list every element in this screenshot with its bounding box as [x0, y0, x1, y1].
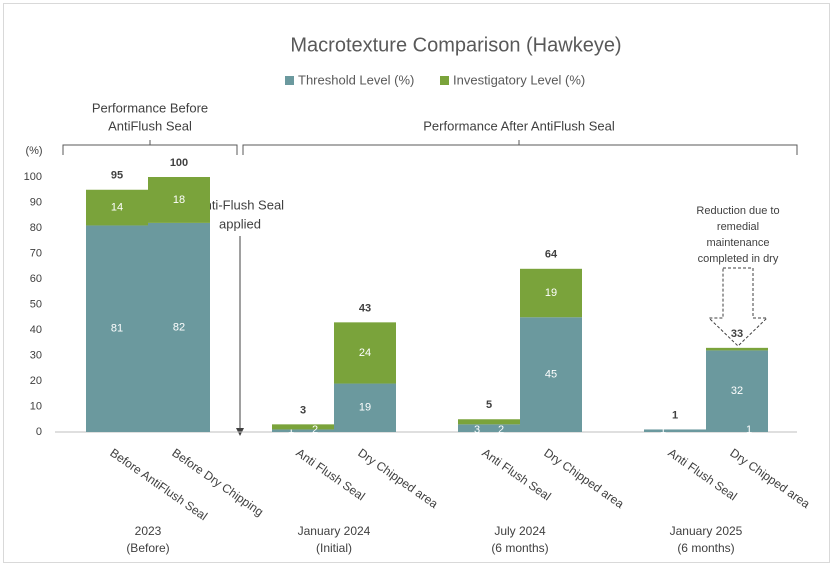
brace-before	[62, 140, 238, 155]
bar-segment	[272, 429, 334, 432]
data-label: 2	[312, 424, 318, 436]
y-tick-label: 20	[30, 375, 42, 387]
bar-segment	[148, 177, 210, 223]
y-tick-label: 30	[30, 349, 42, 361]
bar-segment	[706, 347, 768, 351]
y-tick-label: 80	[30, 222, 42, 234]
group-label: July 2024	[494, 524, 546, 538]
brace-after	[242, 140, 798, 155]
data-label: 14	[111, 202, 123, 214]
block-arrow	[707, 267, 769, 347]
group-label: January 2025	[670, 524, 743, 538]
legend-label: Threshold Level (%)	[298, 72, 414, 87]
data-label: 24	[359, 347, 371, 359]
data-label: 19	[359, 402, 371, 414]
bar-segment	[334, 383, 396, 432]
data-label: 1	[288, 424, 294, 436]
total-label: 95	[111, 170, 123, 182]
data-label: 81	[111, 323, 123, 335]
y-tick-label: 40	[30, 324, 42, 336]
data-label: 19	[545, 287, 557, 299]
bar-segment	[706, 350, 768, 432]
total-label: 5	[486, 399, 492, 411]
annotation: remedial	[717, 221, 759, 233]
legend-label: Investigatory Level (%)	[453, 72, 585, 87]
bar-segment	[520, 268, 582, 318]
total-label: 3	[300, 404, 306, 416]
annotation: Performance After AntiFlush Seal	[423, 118, 615, 133]
bar-segment	[86, 225, 148, 432]
y-tick-label: 70	[30, 247, 42, 259]
group-label: (6 months)	[677, 541, 734, 555]
total-label: 1	[672, 409, 678, 421]
data-label: 1	[746, 424, 752, 436]
y-tick-label: 90	[30, 196, 42, 208]
legend-swatch	[440, 76, 449, 85]
bar-segment	[458, 424, 520, 432]
group-label: 2023	[135, 524, 162, 538]
bar-segment	[148, 222, 210, 432]
bar-segment	[334, 322, 396, 384]
annotation: Reduction due to	[696, 205, 779, 217]
data-label: 82	[173, 321, 185, 333]
data-label: 1	[660, 424, 666, 436]
total-label: 43	[359, 302, 371, 314]
y-tick-label: 100	[24, 171, 42, 183]
bar-segment	[86, 189, 148, 226]
annotation: applied	[219, 216, 261, 231]
y-tick-label: 10	[30, 400, 42, 412]
total-label: 33	[731, 328, 743, 340]
bar-segment	[520, 317, 582, 432]
y-tick-label: 0	[36, 426, 42, 438]
data-label: 2	[498, 424, 504, 436]
group-label: (Initial)	[316, 541, 352, 555]
annotation: Anti-Flush Seal	[196, 197, 284, 212]
annotation: AntiFlush Seal	[108, 118, 192, 133]
annotation: completed in dry	[698, 253, 779, 265]
chart-title: Macrotexture Comparison (Hawkeye)	[290, 34, 621, 56]
y-axis-label: (%)	[25, 145, 42, 157]
data-label: 3	[474, 424, 480, 436]
bar-segment	[644, 429, 706, 432]
total-label: 64	[545, 249, 558, 261]
y-tick-label: 60	[30, 273, 42, 285]
bar-segment	[458, 419, 520, 425]
legend-swatch	[285, 76, 294, 85]
annotation: Performance Before	[92, 100, 208, 115]
total-label: 100	[170, 157, 188, 169]
data-label: 45	[545, 369, 557, 381]
data-label: 32	[731, 385, 743, 397]
y-tick-label: 50	[30, 298, 42, 310]
bar-segment	[272, 424, 334, 430]
legend: Threshold Level (%) Investigatory Level (…	[285, 72, 585, 87]
annotation: maintenance	[707, 237, 770, 249]
group-label: (Before)	[126, 541, 169, 555]
group-label: (6 months)	[491, 541, 548, 555]
group-label: January 2024	[298, 524, 371, 538]
data-label: 18	[173, 194, 185, 206]
